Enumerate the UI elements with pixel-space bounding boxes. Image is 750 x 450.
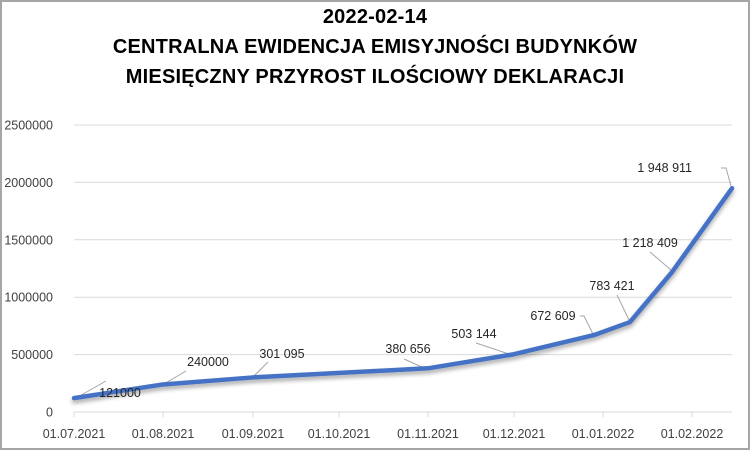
leader-line <box>721 167 732 187</box>
data-label: 240000 <box>187 355 229 369</box>
y-axis: 0 500000 1000000 1500000 2000000 2500000 <box>4 119 53 420</box>
leader-line <box>649 251 672 271</box>
x-tick-label: 01.02.2022 <box>661 427 724 441</box>
data-label: 301 095 <box>259 347 304 361</box>
data-label: 380 656 <box>385 342 430 356</box>
chart-subtitle-2: MIESIĘCZNY PRZYROST ILOŚCIOWY DEKLARACJI <box>125 66 625 88</box>
x-tick-label: 01.07.2021 <box>43 427 106 441</box>
x-tick-label: 01.12.2021 <box>483 427 546 441</box>
data-label: 1 948 911 <box>637 161 692 175</box>
leader-line <box>252 361 269 378</box>
data-label: 503 144 <box>451 327 496 341</box>
x-tick-label: 01.01.2022 <box>572 427 635 441</box>
x-axis: 01.07.2021 01.08.2021 01.09.2021 01.10.2021… <box>43 412 724 441</box>
y-tick-label: 2000000 <box>4 176 53 190</box>
data-label: 1 218 409 <box>622 236 678 250</box>
y-tick-label: 500000 <box>11 348 53 362</box>
x-tick-label: 01.08.2021 <box>132 427 195 441</box>
chart-titles: 2022-02-14 CENTRALNA EWIDENCJA EMISYJNOŚ… <box>0 2 750 92</box>
y-tick-label: 1000000 <box>4 291 53 305</box>
chart-subtitle-1: CENTRALNA EWIDENCJA EMISYJNOŚCI BUDYNKÓW <box>112 36 638 58</box>
y-tick-label: 0 <box>46 406 53 420</box>
series-line <box>71 186 735 401</box>
data-series-line <box>71 186 735 401</box>
leader-line <box>475 342 510 355</box>
y-tick-label: 1500000 <box>4 233 53 247</box>
y-tick-label: 2500000 <box>4 119 53 133</box>
x-tick-label: 01.09.2021 <box>222 427 285 441</box>
leader-line <box>580 315 594 335</box>
data-label: 121000 <box>99 386 141 400</box>
leader-line <box>616 294 631 323</box>
data-labels: 121000 240000 301 095 380 656 503 144 672 609… <box>99 161 692 400</box>
x-tick-label: 01.11.2021 <box>397 427 459 441</box>
data-label: 672 609 <box>530 309 575 323</box>
data-label: 783 421 <box>589 279 634 293</box>
x-tick-label: 01.10.2021 <box>308 427 371 441</box>
gridlines <box>74 124 732 413</box>
chart-title: 2022-02-14 <box>322 6 428 28</box>
